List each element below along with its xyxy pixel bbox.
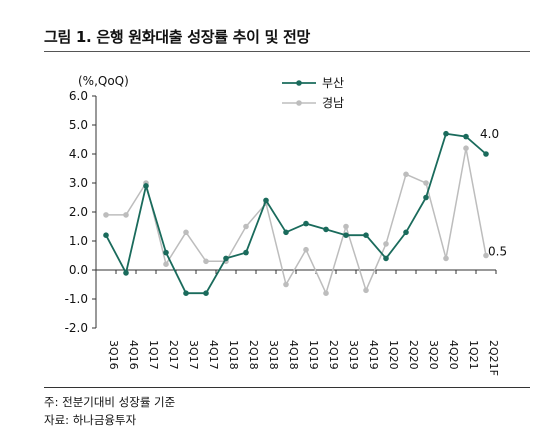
y-tick-label: -1.0 bbox=[65, 292, 88, 306]
data-point-busan bbox=[283, 229, 289, 236]
data-point-gyeongnam bbox=[343, 223, 349, 230]
source-note: 자료: 하나금융투자 bbox=[44, 413, 137, 427]
x-tick-label: 1Q21 bbox=[467, 340, 480, 370]
data-point-gyeongnam bbox=[323, 290, 329, 297]
x-tick-label: 4Q20 bbox=[447, 340, 460, 370]
data-point-busan bbox=[463, 133, 469, 140]
data-point-busan bbox=[303, 220, 309, 227]
data-point-gyeongnam bbox=[483, 252, 489, 259]
y-tick-label: 3.0 bbox=[69, 176, 88, 190]
data-point-busan bbox=[423, 194, 429, 201]
data-point-gyeongnam bbox=[383, 241, 389, 247]
data-point-busan bbox=[103, 232, 109, 238]
x-tick-label: 3Q18 bbox=[267, 340, 280, 370]
x-tick-label: 1Q20 bbox=[387, 340, 400, 370]
figure-title: 그림 1. 은행 원화대출 성장률 추이 및 전망 bbox=[44, 28, 310, 46]
data-point-gyeongnam bbox=[243, 223, 249, 230]
data-point-busan bbox=[183, 290, 189, 297]
data-point-busan bbox=[123, 270, 129, 276]
data-point-busan bbox=[223, 255, 229, 262]
data-point-gyeongnam bbox=[203, 258, 209, 265]
x-tick-label: 3Q16 bbox=[107, 340, 120, 370]
legend-label: 부산 bbox=[322, 76, 344, 90]
data-point-busan bbox=[403, 229, 409, 236]
x-tick-label: 1Q17 bbox=[147, 340, 160, 370]
data-point-busan bbox=[443, 130, 449, 137]
series-line-busan bbox=[105, 132, 487, 295]
data-point-gyeongnam bbox=[123, 212, 129, 218]
data-point-gyeongnam bbox=[463, 145, 469, 151]
x-tick-label: 3Q20 bbox=[427, 340, 440, 370]
y-tick-label: 5.0 bbox=[69, 118, 88, 132]
x-tick-label: 2Q21F bbox=[487, 340, 500, 376]
y-tick-label: 0.0 bbox=[69, 263, 88, 277]
x-tick-label: 2Q18 bbox=[247, 340, 260, 370]
legend-swatch-marker bbox=[296, 80, 302, 86]
data-point-gyeongnam bbox=[363, 287, 369, 294]
y-tick-label: 4.0 bbox=[69, 147, 88, 161]
y-tick-label: 2.0 bbox=[69, 205, 88, 219]
y-axis-ticks: 6.0 5.0 4.0 3.0 2.0 1.0 0.0 -1.0 -2.0 bbox=[65, 89, 96, 335]
data-point-busan bbox=[323, 226, 329, 233]
data-point-busan bbox=[143, 183, 149, 189]
x-tick-label: 1Q18 bbox=[227, 340, 240, 370]
x-tick-label: 4Q19 bbox=[367, 340, 380, 370]
data-point-busan bbox=[383, 255, 389, 262]
data-point-gyeongnam bbox=[443, 255, 449, 262]
end-label-gyeongnam: 0.5 bbox=[488, 245, 507, 259]
end-label-busan: 4.0 bbox=[480, 127, 499, 141]
data-point-busan bbox=[363, 232, 369, 238]
x-tick-label: 4Q16 bbox=[127, 340, 140, 370]
data-point-gyeongnam bbox=[303, 246, 309, 253]
data-point-busan bbox=[343, 232, 349, 238]
title-divider bbox=[44, 51, 530, 52]
x-tick-label: 1Q19 bbox=[307, 340, 320, 370]
footnote: 주: 전분기대비 성장률 기준 bbox=[44, 395, 176, 409]
data-point-busan bbox=[263, 197, 269, 204]
x-tick-label: 3Q19 bbox=[347, 340, 360, 370]
y-tick-label: 1.0 bbox=[69, 234, 88, 248]
data-point-gyeongnam bbox=[183, 229, 189, 236]
legend-swatch-marker bbox=[296, 100, 302, 106]
series-layer: 0.5 4.0 bbox=[103, 127, 507, 297]
data-point-busan bbox=[243, 249, 249, 256]
x-tick-label: 2Q17 bbox=[167, 340, 180, 370]
y-axis-unit-label: (%,QoQ) bbox=[78, 74, 129, 88]
data-point-busan bbox=[483, 151, 489, 157]
x-tick-label: 3Q17 bbox=[187, 340, 200, 370]
data-point-busan bbox=[163, 249, 169, 256]
data-point-gyeongnam bbox=[423, 180, 429, 186]
data-point-gyeongnam bbox=[103, 212, 109, 218]
y-tick-label: -2.0 bbox=[65, 321, 88, 335]
y-tick-label: 6.0 bbox=[69, 89, 88, 103]
x-tick-label: 2Q19 bbox=[327, 340, 340, 370]
data-point-gyeongnam bbox=[283, 281, 289, 288]
data-point-gyeongnam bbox=[403, 171, 409, 178]
x-tick-label: 2Q20 bbox=[407, 340, 420, 370]
x-tick-label: 4Q18 bbox=[287, 340, 300, 370]
footer-divider bbox=[44, 387, 530, 388]
legend-label: 경남 bbox=[322, 96, 344, 110]
data-point-gyeongnam bbox=[163, 261, 169, 268]
x-axis-ticks: 3Q16 4Q16 1Q17 2Q17 3Q17 4Q17 1Q18 2Q18 3Q18 4Q18… bbox=[95, 270, 500, 376]
x-tick-label: 4Q17 bbox=[207, 340, 220, 370]
data-point-busan bbox=[203, 290, 209, 297]
